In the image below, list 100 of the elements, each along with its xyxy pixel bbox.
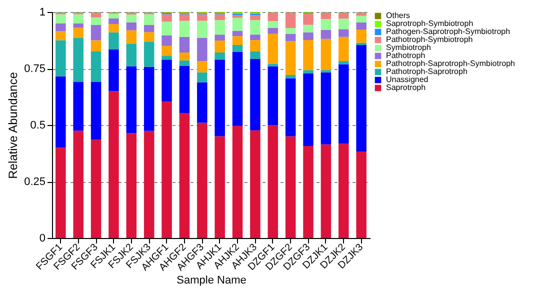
bar: [197, 72, 208, 82]
bar: [108, 24, 119, 32]
bar: [268, 66, 278, 125]
x-axis-title: Sample Name: [176, 274, 246, 287]
bar: [356, 22, 366, 30]
bar: [232, 30, 243, 36]
bar: [179, 14, 190, 21]
bar: [144, 42, 154, 67]
bar: [56, 31, 66, 40]
bar: [197, 122, 208, 238]
bar: [73, 130, 84, 238]
bar: [90, 40, 102, 52]
bar: [73, 23, 84, 28]
bar: [320, 12, 332, 20]
bar: [197, 61, 208, 72]
bar: [285, 75, 296, 78]
bar: [179, 52, 190, 60]
bar: [303, 40, 314, 70]
legend-label: Others: [386, 11, 410, 20]
bar: [232, 126, 243, 238]
bar: [126, 30, 137, 44]
bar: [303, 32, 314, 40]
legend-label: Pathotroph-Symbiotroph: [386, 35, 473, 44]
bar: [303, 70, 314, 74]
bar: [197, 20, 208, 38]
bar: [73, 14, 84, 24]
bar: [214, 136, 225, 238]
bar: [320, 19, 332, 30]
bar: [144, 14, 154, 25]
bar: [73, 28, 84, 38]
bar: [162, 56, 172, 60]
bar: [320, 38, 332, 70]
bar: [268, 12, 278, 22]
bar: [126, 44, 137, 66]
y-axis-title: Relative Abundance: [6, 72, 20, 179]
y-tick-label: 1: [39, 6, 46, 18]
bar: [90, 17, 102, 25]
legend-label: Pathogen-Saprotroph-Symbiotroph: [386, 27, 510, 36]
bar: [197, 82, 208, 123]
bar: [232, 15, 243, 18]
bar: [108, 49, 119, 92]
legend-label: Saprotroph: [386, 83, 426, 92]
bar: [268, 28, 278, 34]
bar: [250, 20, 260, 35]
bar: [126, 66, 137, 134]
legend-label: Pathotroph: [386, 51, 426, 60]
bar: [250, 51, 260, 59]
bar: [162, 14, 172, 22]
bar: [179, 113, 190, 238]
bar: [179, 60, 190, 66]
bar: [268, 21, 278, 28]
bar: [162, 46, 172, 56]
bar: [232, 18, 243, 31]
bar: [162, 60, 172, 102]
bar: [179, 36, 190, 52]
bar: [56, 40, 66, 76]
bar: [162, 35, 172, 46]
bar: [285, 12, 296, 28]
bar: [303, 24, 314, 32]
bar: [144, 66, 154, 131]
bar: [356, 151, 366, 238]
bar: [214, 34, 225, 40]
legend-label: Pathotroph-Saprotroph-Symbiotroph: [386, 59, 515, 68]
bar: [90, 52, 102, 82]
bar: [320, 30, 332, 39]
bar: [126, 14, 137, 22]
bar: [144, 130, 154, 238]
bar: [214, 40, 225, 52]
bar: [73, 82, 84, 131]
bar: [56, 23, 66, 32]
bar: [338, 36, 349, 62]
bar: [285, 78, 296, 136]
bar: [73, 38, 84, 82]
bar: [108, 14, 119, 19]
bar: [338, 29, 349, 37]
bar: [338, 64, 349, 144]
bar: [303, 146, 314, 238]
bar: [108, 91, 119, 238]
bar: [356, 44, 366, 152]
bar: [338, 18, 349, 30]
bar: [56, 14, 66, 24]
legend-label: Pathotroph-Saprotroph: [386, 67, 468, 76]
bar: [338, 12, 349, 19]
bar: [90, 24, 102, 40]
bar: [303, 14, 314, 25]
y-tick-label: 0: [39, 232, 46, 244]
bar: [268, 125, 278, 238]
y-tick-label: 0.5: [30, 120, 46, 132]
bar: [285, 136, 296, 238]
bar: [197, 38, 208, 62]
legend-label: Unassigned: [386, 75, 428, 84]
bar: [162, 22, 172, 36]
bar: [356, 30, 366, 43]
bar: [250, 130, 260, 238]
bar: [126, 133, 137, 238]
bar: [90, 140, 102, 238]
bar: [232, 44, 243, 52]
bar: [108, 18, 119, 24]
bar: [214, 20, 225, 35]
bar: [250, 40, 260, 52]
